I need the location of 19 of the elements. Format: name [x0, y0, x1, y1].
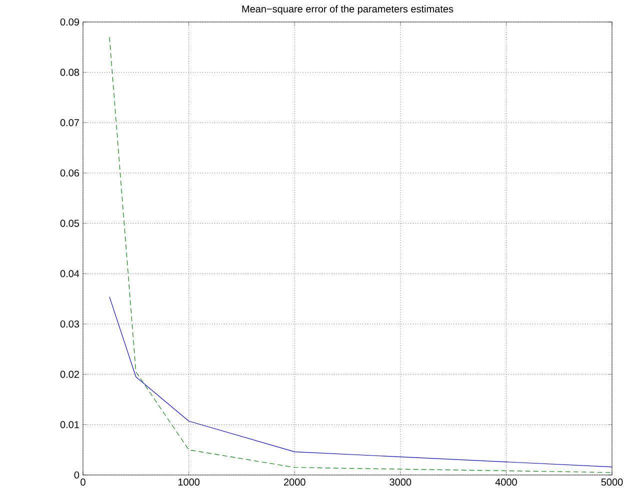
- line-series: [109, 296, 612, 468]
- y-tick-label: 0.07: [60, 119, 79, 126]
- line-series: [109, 36, 612, 473]
- x-tick-label: 1000: [178, 478, 200, 486]
- x-tick-label: 5000: [601, 478, 623, 486]
- y-tick-label: 0: [74, 471, 80, 479]
- x-tick-label: 3000: [390, 478, 412, 486]
- y-tick-label: 0.06: [60, 169, 80, 177]
- y-tick-label: 0.02: [60, 370, 79, 378]
- y-tick-label: 0.01: [60, 421, 79, 428]
- y-tick-label: 0.09: [60, 18, 79, 26]
- x-tick-label: 0: [80, 478, 86, 486]
- y-tick-label: 0.05: [60, 220, 80, 227]
- x-tick-label: 2000: [284, 478, 306, 486]
- y-tick-label: 0.08: [60, 68, 80, 76]
- chart-title: Mean−square error of the parameters estimates: [242, 5, 454, 14]
- y-tick-label: 0.04: [60, 270, 80, 278]
- y-tick-label: 0.03: [60, 320, 80, 328]
- x-tick-label: 4000: [495, 478, 517, 486]
